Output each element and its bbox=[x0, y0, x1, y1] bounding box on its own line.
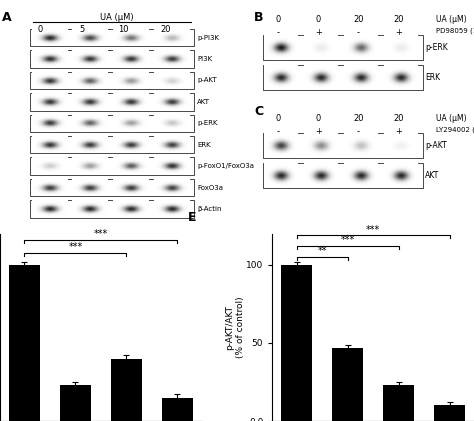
FancyBboxPatch shape bbox=[30, 50, 194, 68]
FancyBboxPatch shape bbox=[30, 136, 194, 154]
Y-axis label: p-AKT/AKT
(% of control): p-AKT/AKT (% of control) bbox=[225, 296, 245, 358]
Text: UA (μM): UA (μM) bbox=[436, 114, 467, 123]
Text: 20: 20 bbox=[353, 114, 364, 123]
Text: ERK: ERK bbox=[425, 73, 440, 83]
FancyBboxPatch shape bbox=[263, 133, 423, 158]
Bar bbox=[9, 265, 40, 421]
Text: ERK: ERK bbox=[197, 142, 211, 148]
Text: ***: *** bbox=[366, 224, 380, 234]
FancyBboxPatch shape bbox=[263, 66, 423, 90]
Text: p-FoxO1/FoxO3a: p-FoxO1/FoxO3a bbox=[197, 163, 254, 169]
FancyBboxPatch shape bbox=[30, 29, 194, 46]
Text: +: + bbox=[315, 127, 322, 136]
Text: 20: 20 bbox=[161, 24, 171, 34]
Text: E: E bbox=[188, 211, 196, 224]
Bar bbox=[111, 359, 142, 421]
Text: -: - bbox=[277, 127, 280, 136]
Text: A: A bbox=[2, 11, 12, 24]
Text: FoxO3a: FoxO3a bbox=[197, 184, 223, 191]
Text: 0: 0 bbox=[37, 24, 42, 34]
Text: ***: *** bbox=[340, 235, 355, 245]
Text: p-ERK: p-ERK bbox=[425, 43, 448, 52]
Bar bbox=[434, 405, 465, 421]
FancyBboxPatch shape bbox=[30, 115, 194, 132]
Text: UA (μM): UA (μM) bbox=[100, 13, 134, 22]
FancyBboxPatch shape bbox=[30, 93, 194, 111]
Text: PI3K: PI3K bbox=[197, 56, 212, 62]
Text: -: - bbox=[357, 28, 360, 37]
FancyBboxPatch shape bbox=[263, 163, 423, 188]
Text: 10: 10 bbox=[118, 24, 129, 34]
FancyBboxPatch shape bbox=[30, 200, 194, 218]
Text: -: - bbox=[277, 28, 280, 37]
Text: +: + bbox=[395, 28, 402, 37]
Text: p-ERK: p-ERK bbox=[197, 120, 218, 126]
FancyBboxPatch shape bbox=[30, 72, 194, 89]
Bar bbox=[282, 265, 312, 421]
Text: p-PI3K: p-PI3K bbox=[197, 35, 219, 41]
Text: 20: 20 bbox=[353, 15, 364, 24]
Text: 0: 0 bbox=[276, 114, 281, 123]
Bar bbox=[332, 348, 363, 421]
Text: +: + bbox=[395, 127, 402, 136]
Text: 5: 5 bbox=[79, 24, 84, 34]
Text: AKT: AKT bbox=[197, 99, 210, 105]
Text: UA (μM): UA (μM) bbox=[436, 15, 467, 24]
Text: 20: 20 bbox=[393, 114, 404, 123]
FancyBboxPatch shape bbox=[30, 179, 194, 196]
Text: ***: *** bbox=[68, 242, 82, 252]
Text: 20: 20 bbox=[393, 15, 404, 24]
Text: p-AKT: p-AKT bbox=[425, 141, 447, 150]
Bar bbox=[383, 385, 414, 421]
Text: β-Actin: β-Actin bbox=[197, 206, 222, 212]
Bar bbox=[162, 397, 192, 421]
Text: C: C bbox=[254, 105, 263, 118]
Text: AKT: AKT bbox=[425, 171, 439, 180]
Text: PD98059 (100 μM): PD98059 (100 μM) bbox=[436, 28, 474, 34]
Text: +: + bbox=[315, 28, 322, 37]
Text: p-AKT: p-AKT bbox=[197, 77, 217, 83]
Text: LY294002 (50 μM): LY294002 (50 μM) bbox=[436, 127, 474, 133]
Bar bbox=[60, 385, 91, 421]
Text: **: ** bbox=[318, 246, 327, 256]
Text: B: B bbox=[254, 11, 264, 24]
Text: ***: *** bbox=[94, 229, 108, 239]
Text: -: - bbox=[357, 127, 360, 136]
Text: 0: 0 bbox=[316, 114, 321, 123]
FancyBboxPatch shape bbox=[263, 35, 423, 60]
FancyBboxPatch shape bbox=[30, 157, 194, 175]
Text: 0: 0 bbox=[316, 15, 321, 24]
Text: 0: 0 bbox=[276, 15, 281, 24]
